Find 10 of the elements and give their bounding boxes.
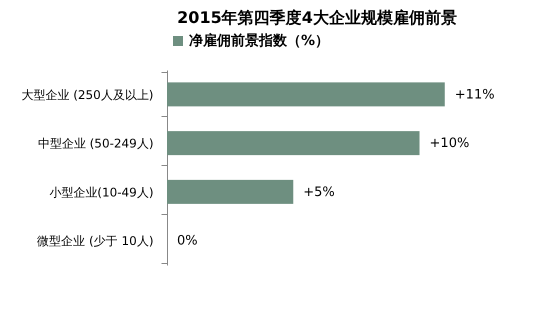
- data-label: +10%: [430, 136, 470, 152]
- data-label: +5%: [303, 184, 335, 200]
- data-label: 0%: [177, 234, 198, 249]
- y-tick-label: 大型企业 (250人及以上): [21, 88, 154, 102]
- y-tick-label: 中型企业 (50-249人): [38, 136, 154, 151]
- data-label: +11%: [454, 87, 495, 102]
- chart-title: 2015年第四季度4大企业规模雇佣前景: [177, 8, 457, 27]
- legend-label: 净雇佣前景指数（%）: [189, 32, 330, 49]
- y-tick-label: 微型企业 (少于 10人): [37, 234, 154, 248]
- y-tick-label: 小型企业(10-49人): [49, 185, 154, 200]
